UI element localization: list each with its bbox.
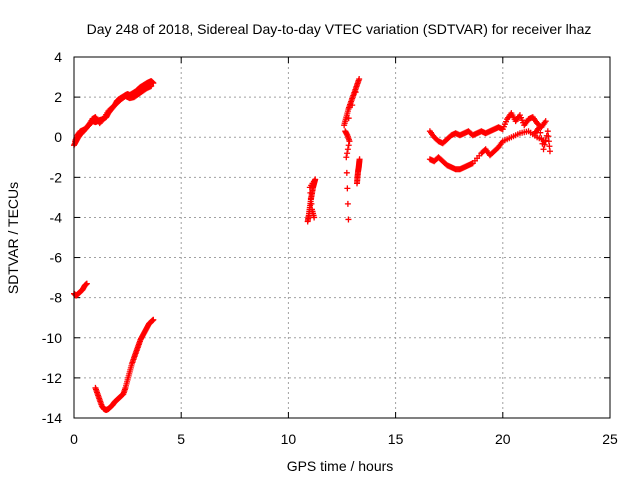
data-point [306,184,313,191]
data-point [536,124,543,131]
y-axis-label: SDTVAR / TECUs [5,182,21,294]
x-tick-label: 10 [281,431,297,447]
data-point [544,128,551,135]
y-tick-label: -4 [50,209,63,225]
series-track-11h [304,176,319,225]
data-point [343,154,350,161]
series-track-17h-lower [426,128,549,173]
data-point [307,195,314,202]
data-point [99,116,106,123]
data-point [150,316,157,323]
data-point [346,138,353,145]
series-track-13h-lower [354,156,363,187]
data-point [344,150,351,157]
y-tick-label: -12 [42,370,62,386]
data-point [83,280,90,287]
data-point [345,216,352,223]
data-point [308,200,315,207]
data-point [344,200,351,207]
y-tick-label: 0 [54,129,62,145]
chart-title: Day 248 of 2018, Sidereal Day-to-day VTE… [87,21,592,37]
data-point [546,148,553,155]
y-tick-label: 2 [54,89,62,105]
data-point [356,156,363,163]
data-point [352,89,359,96]
data-points [71,76,553,413]
data-point [356,76,363,83]
data-point [311,214,318,221]
series-track-22h [531,124,553,155]
series-track-13h [341,76,363,223]
x-axis-label: GPS time / hours [287,458,394,474]
data-point [344,146,351,153]
data-point [307,189,314,196]
data-point [537,129,544,136]
data-point [542,137,549,144]
plot-frame [73,56,611,419]
y-tick-label: -6 [50,250,63,266]
data-point [345,142,352,149]
y-tick-label: -8 [50,290,63,306]
data-point [148,83,155,90]
data-point [349,102,356,109]
x-tick-label: 15 [388,431,404,447]
y-tick-label: -2 [50,169,63,185]
x-tick-label: 20 [495,431,511,447]
data-point [545,138,552,145]
data-point [540,146,547,153]
y-tick-label: 4 [54,49,62,65]
data-point [545,133,552,140]
data-point [345,115,352,122]
data-point [343,169,350,176]
grid-lines [74,57,610,418]
y-tick-label: -10 [42,330,62,346]
series-track-early-upper-2 [72,83,155,145]
x-tick-label: 25 [602,431,618,447]
x-tick-label: 0 [70,431,78,447]
data-point [538,135,545,142]
data-point [344,185,351,192]
data-point [150,80,157,87]
data-point [541,141,548,148]
data-point [546,143,553,150]
y-tick-label: -14 [42,410,62,426]
series-track-17h-upper [426,110,549,147]
x-tick-label: 5 [177,431,185,447]
series-track-descent [92,316,157,413]
data-point [542,118,549,125]
